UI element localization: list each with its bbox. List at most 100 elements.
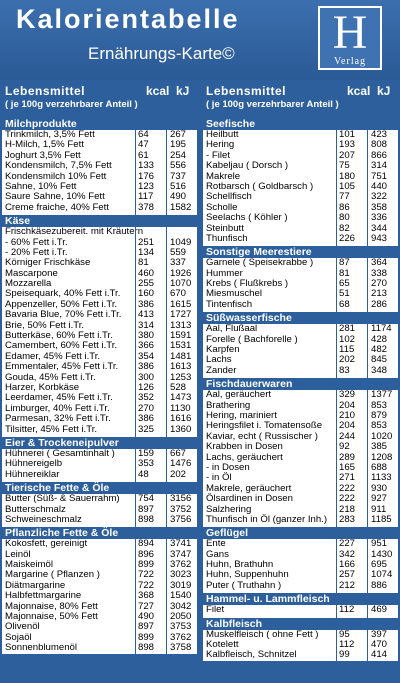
right-column-header: Lebensmittel kcal kJ ( je 100g verzehrba… [203, 82, 398, 116]
table-row: Maiskeimöl 899 3762 [2, 559, 197, 571]
table-row: Hummer 81 338 [203, 268, 398, 279]
kcal-value: 227 [339, 538, 356, 550]
food-name: Butterkäse, 60% Fett i.Tr. [5, 330, 113, 342]
kcal-value: 105 [339, 180, 356, 192]
table-row: Camembert, 60% Fett i.Tr. 366 1531 [2, 341, 197, 352]
table-row: Schellfisch 77 322 [203, 191, 398, 202]
kj-value: 385 [371, 441, 388, 453]
kcal-value: 134 [138, 246, 155, 258]
kcal-value: 255 [138, 278, 155, 290]
food-name: - Filet [206, 149, 230, 161]
right-column: Lebensmittel kcal kJ ( je 100g verzehrba… [203, 82, 398, 661]
kcal-value: 176 [138, 170, 155, 182]
kj-value: 3741 [170, 538, 192, 550]
table-row: Majonnaise, 80% Fett 727 3042 [2, 600, 197, 612]
column-label-item: Lebensmittel [5, 84, 86, 98]
kj-value: 853 [371, 399, 388, 411]
table-row: Saure Sahne, 10% Fett 117 490 [2, 191, 197, 203]
column-divider [336, 118, 337, 661]
food-name: Speisequark, 40% Fett i.Tr. [5, 288, 121, 300]
food-name: Thunfisch [206, 232, 248, 244]
kj-value: 1208 [371, 451, 393, 463]
food-name: Kalbfleisch, Schnitzel [206, 649, 297, 661]
table-row: Harzer, Korbkäse 126 528 [2, 382, 197, 393]
table-row: Leinöl 896 3747 [2, 548, 197, 560]
section-header: Käse [2, 215, 197, 228]
food-name: Hühnereiklar [5, 468, 60, 480]
kj-value: 337 [170, 257, 187, 269]
kcal-value: 244 [339, 430, 356, 442]
kcal-value: 325 [138, 423, 155, 435]
food-name: Lachs [206, 354, 232, 366]
kcal-value: 368 [138, 590, 155, 602]
table-row: Leerdamer, 45% Fett i.Tr. 352 1473 [2, 392, 197, 404]
kcal-value: 92 [339, 441, 350, 453]
table-row: Butterschmalz 897 3752 [2, 503, 197, 515]
kcal-value: 207 [339, 149, 356, 161]
kj-value: 930 [371, 482, 388, 494]
kj-value: 482 [371, 344, 388, 356]
kj-value: 1074 [371, 569, 393, 581]
kcal-value: 386 [138, 298, 155, 310]
food-name: Maiskeimöl [5, 559, 53, 571]
kj-value: 1613 [170, 361, 192, 373]
food-name: Sojaöl [5, 631, 32, 643]
table-row: Appenzeller, 50% Fett i.Tr. 386 1615 [2, 298, 197, 310]
table-row: Aal, Flußaal 281 1174 [203, 323, 398, 334]
table-row: Körniger Frischkäse 81 337 [2, 257, 197, 269]
table-row: Kabeljau ( Dorsch ) 75 314 [203, 160, 398, 172]
kj-value: 364 [371, 257, 388, 269]
food-name: Emmentaler, 45% Fett i.Tr. [5, 361, 119, 373]
food-name: Miesmuschel [206, 288, 262, 300]
food-name: Tilsitter, 45% Fett i.Tr. [5, 423, 98, 435]
kcal-value: 61 [138, 149, 149, 161]
food-name: Kabeljau ( Dorsch ) [206, 160, 289, 172]
kj-value: 911 [371, 503, 387, 515]
food-name: Leinöl [5, 548, 31, 560]
food-name: Sahne, 10% Fett [5, 180, 77, 192]
kj-value: 213 [371, 288, 388, 300]
food-name: Margarine ( Pflanzen ) [5, 569, 100, 581]
table-row: Frischkäsezubereit. mit Kräutern [2, 226, 197, 237]
food-name: Kotelett [206, 639, 239, 651]
column-divider [367, 118, 368, 661]
table-row: Steinbutt 82 344 [203, 223, 398, 234]
kj-value: 886 [371, 579, 388, 591]
kj-value: 428 [371, 333, 388, 345]
table-row: Seelachs ( Köhler ) 80 336 [203, 212, 398, 223]
table-row: Kokosfett, gereinigt 894 3741 [2, 538, 197, 550]
kj-value: 490 [170, 191, 187, 203]
kcal-value: 894 [138, 538, 155, 550]
left-column: Lebensmittel kcal kJ ( je 100g verzehrba… [2, 82, 197, 654]
kj-value: 270 [371, 278, 388, 290]
kj-value: 3752 [170, 503, 192, 515]
kcal-value: 112 [339, 639, 355, 651]
column-label-kj: kJ [377, 84, 391, 98]
table-row: Miesmuschel 51 213 [203, 288, 398, 300]
table-row: Forelle ( Bachforelle ) 102 428 [203, 333, 398, 345]
food-name: Majonnaise, 80% Fett [5, 600, 98, 612]
kj-value: 927 [371, 493, 388, 505]
table-row: Limburger, 40% Fett i.Tr. 270 1130 [2, 402, 197, 414]
table-row: - in Dosen 165 688 [203, 462, 398, 473]
kcal-value: 68 [339, 298, 350, 310]
table-row: Margarine ( Pflanzen ) 722 3023 [2, 569, 197, 581]
food-name: Kondensmilch 10% Fett [5, 170, 107, 182]
table-row: Gouda, 45% Fett i.Tr. 300 1253 [2, 371, 197, 383]
table-row: Hering, mariniert 210 879 [203, 410, 398, 421]
kj-value: 1185 [371, 513, 392, 525]
kcal-value: 51 [339, 288, 350, 300]
kj-value: 1253 [170, 371, 192, 383]
kcal-value: 899 [138, 631, 155, 643]
kcal-value: 112 [339, 604, 355, 616]
left-column-header: Lebensmittel kcal kJ ( je 100g verzehrba… [2, 82, 197, 116]
food-name: - in Öl [206, 472, 232, 484]
table-row: Puter ( Truthahn ) 212 886 [203, 579, 398, 591]
column-label-kcal: kcal [347, 84, 371, 98]
table-row: H-Milch, 1,5% Fett 47 195 [2, 139, 197, 150]
food-name: Kaviar, echt ( Russischer ) [206, 430, 318, 442]
kcal-value: 270 [138, 402, 155, 414]
food-name: Joghurt 3,5% Fett [5, 149, 81, 161]
kcal-value: 81 [138, 257, 149, 269]
kj-value: 1473 [170, 392, 192, 404]
